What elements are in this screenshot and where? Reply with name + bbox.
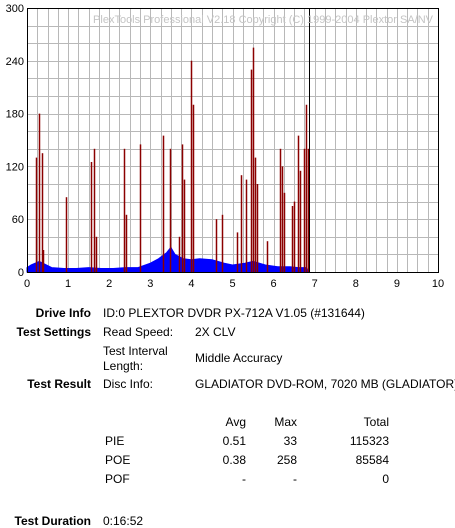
stats-row-poe-total: 85584	[355, 453, 389, 467]
stats-header-total: Total	[363, 415, 389, 429]
y-tick-label: 120	[6, 161, 24, 173]
stats-header-avg: Avg	[225, 415, 246, 429]
x-tick-label: 10	[432, 278, 444, 290]
stats-row-poe-max: 258	[276, 453, 297, 467]
chart-grid	[27, 8, 439, 273]
disc-info-label: Disc Info:	[103, 377, 154, 391]
x-tick-label: 6	[271, 278, 277, 290]
test-interval-label-line2: Length:	[103, 359, 144, 373]
scan-chart: PlexTools Professional V2.18 Copyright (…	[6, 3, 444, 290]
pif-series	[35, 47, 310, 272]
x-tick-label: 9	[394, 278, 400, 290]
x-tick-label: 3	[147, 278, 153, 290]
x-axis-ticks: 0 1 2 3 4 5 6 7 8 9 10	[24, 278, 444, 290]
stats-row-pie-max: 33	[283, 434, 297, 448]
pie-area	[26, 246, 309, 273]
y-tick-label: 300	[6, 3, 24, 15]
x-tick-label: 8	[353, 278, 359, 290]
y-tick-label: 0	[18, 267, 24, 279]
y-axis-ticks: 0 60 120 180 240 300	[6, 3, 24, 279]
read-speed-label: Read Speed:	[103, 325, 174, 339]
read-speed-value: 2X CLV	[195, 325, 236, 339]
test-interval-value: Middle Accuracy	[195, 351, 283, 365]
y-tick-label: 60	[12, 214, 24, 226]
stats-header-max: Max	[274, 415, 297, 429]
test-result-label: Test Result	[27, 377, 91, 391]
test-duration-label: Test Duration	[14, 514, 91, 528]
stats-row-pie-name: PIE	[105, 434, 125, 448]
test-interval-label-line1: Test Interval	[103, 344, 168, 358]
x-tick-label: 4	[188, 278, 194, 290]
test-settings-label: Test Settings	[16, 325, 91, 339]
chart-title: PlexTools Professional V2.18 Copyright (…	[93, 14, 434, 26]
x-tick-label: 5	[229, 278, 235, 290]
x-tick-label: 2	[106, 278, 112, 290]
stats-row-poe-name: POE	[105, 453, 131, 467]
disc-info-value: GLADIATOR DVD-ROM, 7020 MB (GLADIATOR)	[195, 377, 455, 391]
stats-row-pof-total: 0	[382, 472, 389, 486]
drive-info-value: ID:0 PLEXTOR DVDR PX-712A V1.05 (#131644…	[103, 306, 365, 320]
stats-row-pof-name: POF	[105, 472, 130, 486]
y-tick-label: 180	[6, 109, 24, 121]
x-tick-label: 0	[24, 278, 30, 290]
x-tick-label: 7	[312, 278, 318, 290]
test-duration-value: 0:16:52	[103, 514, 144, 528]
x-tick-label: 1	[65, 278, 71, 290]
plot-frame	[27, 8, 439, 273]
stats-row-pie-total: 115323	[349, 434, 389, 448]
y-tick-label: 240	[6, 56, 24, 68]
stats-row-pie-avg: 0.51	[222, 434, 246, 448]
stats-row-pof-max: -	[293, 472, 297, 486]
stats-row-poe-avg: 0.38	[222, 453, 246, 467]
pie-series	[26, 246, 309, 273]
stats-row-pof-avg: -	[242, 472, 246, 486]
test-interval-label: Test Interval Length:	[103, 344, 168, 374]
drive-info-label: Drive Info	[35, 306, 91, 320]
